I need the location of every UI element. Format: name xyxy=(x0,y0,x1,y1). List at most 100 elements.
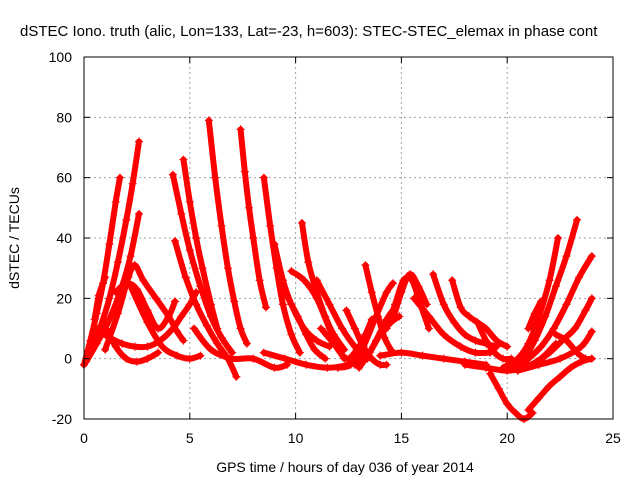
series-12 xyxy=(204,116,251,348)
x-tick-label: 10 xyxy=(288,430,304,446)
data-point xyxy=(587,294,596,303)
data-point xyxy=(482,363,491,372)
data-point xyxy=(397,348,406,357)
data-point xyxy=(122,279,131,288)
data-point xyxy=(439,300,448,309)
data-point xyxy=(460,360,469,369)
data-point xyxy=(181,273,190,282)
data-point xyxy=(471,336,480,345)
data-point xyxy=(217,333,226,342)
data-point xyxy=(503,342,512,351)
data-point xyxy=(573,215,582,224)
data-point xyxy=(492,336,501,345)
data-point xyxy=(342,306,351,315)
data-point xyxy=(513,354,522,363)
data-point xyxy=(513,366,522,375)
data-point xyxy=(450,318,459,327)
data-point xyxy=(312,336,321,345)
data-point xyxy=(115,173,124,182)
series-line xyxy=(260,174,303,356)
data-point xyxy=(130,261,139,270)
x-tick-label: 5 xyxy=(186,430,194,446)
data-point xyxy=(549,324,558,333)
series-44 xyxy=(513,327,596,375)
series-42 xyxy=(524,297,546,333)
data-point xyxy=(105,294,114,303)
data-point xyxy=(128,179,137,188)
data-point xyxy=(587,327,596,336)
y-tick-label: -20 xyxy=(52,411,72,427)
series-15 xyxy=(259,173,304,357)
data-point xyxy=(551,330,560,339)
data-point xyxy=(382,288,391,297)
data-point xyxy=(124,273,133,282)
data-point xyxy=(376,351,385,360)
data-point xyxy=(304,258,313,267)
data-point xyxy=(204,116,213,125)
series-line xyxy=(334,280,396,371)
data-point xyxy=(456,303,465,312)
data-point xyxy=(198,264,207,273)
data-point xyxy=(240,167,249,176)
data-point xyxy=(439,330,448,339)
data-point xyxy=(135,209,144,218)
data-point xyxy=(232,372,241,381)
data-point xyxy=(230,297,239,306)
data-point xyxy=(143,354,152,363)
data-point xyxy=(213,339,222,348)
data-point xyxy=(545,276,554,285)
data-point xyxy=(460,330,469,339)
data-point xyxy=(372,312,381,321)
series-25 xyxy=(333,279,397,372)
y-tick-label: 20 xyxy=(56,290,72,306)
data-point xyxy=(342,354,351,363)
data-point xyxy=(94,291,103,300)
data-point xyxy=(587,354,596,363)
data-point xyxy=(494,384,503,393)
data-point xyxy=(151,294,160,303)
data-point xyxy=(281,288,290,297)
data-point xyxy=(278,300,287,309)
data-point xyxy=(528,408,537,417)
data-point xyxy=(355,363,364,372)
data-point xyxy=(350,360,359,369)
data-point xyxy=(361,261,370,270)
data-point xyxy=(105,240,114,249)
data-point xyxy=(566,363,575,372)
data-point xyxy=(418,351,427,360)
data-point xyxy=(456,342,465,351)
series-40 xyxy=(503,234,562,369)
series-4 xyxy=(99,318,163,366)
data-point xyxy=(170,297,179,306)
data-point xyxy=(192,234,201,242)
data-point xyxy=(321,354,330,363)
data-point xyxy=(105,315,114,324)
data-point xyxy=(213,324,222,333)
data-point xyxy=(270,363,279,372)
x-tick-label: 25 xyxy=(605,430,621,446)
data-point xyxy=(99,279,108,288)
data-point xyxy=(556,354,565,363)
data-point xyxy=(359,342,368,351)
data-point xyxy=(498,363,507,372)
data-point xyxy=(111,288,120,297)
data-point xyxy=(312,294,321,303)
data-point xyxy=(179,155,188,164)
data-point xyxy=(185,197,194,206)
data-point xyxy=(490,348,499,357)
data-point xyxy=(249,234,258,242)
series-line xyxy=(91,289,200,351)
data-point xyxy=(111,197,120,206)
data-point xyxy=(293,312,302,321)
data-point xyxy=(424,324,433,333)
data-point xyxy=(424,312,433,321)
data-point xyxy=(185,354,194,363)
series-17 xyxy=(281,288,330,363)
data-point xyxy=(530,309,539,318)
data-point xyxy=(376,330,385,339)
data-point xyxy=(259,348,268,357)
data-point xyxy=(295,348,304,357)
series-39 xyxy=(509,215,582,372)
data-point xyxy=(126,252,135,261)
x-tick-label: 20 xyxy=(499,430,515,446)
